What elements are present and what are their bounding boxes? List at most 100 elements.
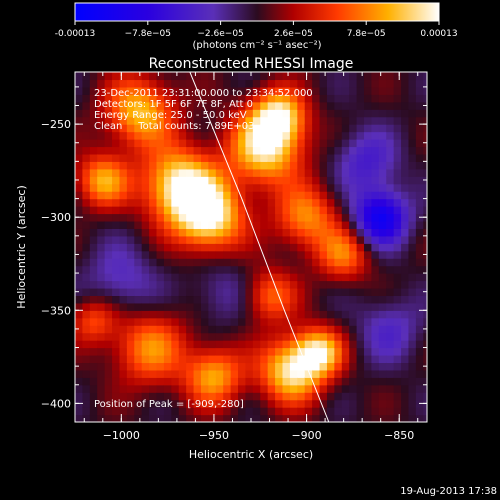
heatmap-cell — [245, 183, 254, 192]
heatmap-cell — [75, 183, 84, 192]
heatmap-cell — [386, 287, 395, 297]
heatmap-cell — [289, 161, 298, 170]
heatmap-cell — [141, 79, 150, 88]
heatmap-cell — [252, 235, 261, 244]
heatmap-cell — [267, 183, 276, 192]
heatmap-cell — [245, 206, 254, 215]
heatmap-cell — [238, 302, 247, 311]
heatmap-cell — [312, 101, 321, 110]
heatmap-cell — [289, 86, 298, 95]
heatmap-cell — [297, 228, 306, 237]
heatmap-cell — [415, 116, 424, 125]
heatmap-cell — [386, 161, 395, 170]
heatmap-cell — [171, 161, 180, 170]
heatmap-cell — [252, 72, 261, 81]
heatmap-cell — [386, 176, 395, 185]
heatmap-cell — [238, 399, 247, 408]
heatmap-cell — [89, 183, 98, 192]
heatmap-cell — [163, 369, 172, 378]
heatmap-cell — [349, 347, 358, 356]
heatmap-cell — [393, 79, 402, 88]
heatmap-cell — [312, 72, 321, 81]
heatmap-cell — [289, 392, 298, 401]
heatmap-cell — [149, 280, 158, 289]
heatmap-cell — [312, 384, 321, 393]
heatmap-cell — [126, 325, 135, 334]
heatmap-cell — [386, 198, 395, 207]
x-tick-label: −850 — [384, 429, 414, 442]
heatmap-cell — [334, 72, 343, 81]
heatmap-cell — [378, 273, 387, 282]
heatmap-cell — [319, 79, 328, 88]
heatmap-cell — [334, 94, 343, 103]
heatmap-cell — [238, 325, 247, 334]
heatmap-cell — [156, 131, 165, 140]
heatmap-cell — [386, 317, 395, 326]
heatmap-cell — [178, 168, 187, 177]
heatmap-cell — [112, 377, 121, 386]
heatmap-cell — [275, 191, 284, 200]
heatmap-cell — [89, 153, 98, 162]
heatmap-cell — [230, 362, 239, 371]
heatmap-cell — [208, 161, 217, 170]
heatmap-cell — [149, 124, 158, 133]
heatmap-cell — [75, 72, 84, 81]
heatmap-cell — [75, 131, 84, 140]
heatmap-cell — [141, 191, 150, 200]
heatmap-cell — [82, 213, 91, 222]
heatmap-cell — [156, 176, 165, 185]
heatmap-cell — [215, 317, 224, 326]
heatmap-cell — [386, 124, 395, 133]
heatmap-cell — [82, 168, 91, 177]
heatmap-cell — [112, 287, 121, 297]
heatmap-cell — [82, 146, 91, 155]
heatmap-cell — [119, 258, 128, 267]
annotation-detectors: Detectors: 1F 5F 6F 7F 8F, Att 0 — [94, 99, 253, 110]
heatmap-cell — [186, 72, 195, 81]
heatmap-cell — [408, 116, 417, 125]
heatmap-cell — [319, 206, 328, 215]
heatmap-cell — [423, 317, 427, 326]
heatmap-cell — [371, 86, 380, 95]
heatmap-cell — [364, 101, 373, 110]
heatmap-cell — [200, 347, 209, 356]
heatmap-cell — [82, 265, 91, 274]
heatmap-cell — [141, 332, 150, 341]
heatmap-cell — [238, 280, 247, 289]
heatmap-cell — [149, 213, 158, 222]
heatmap-cell — [260, 287, 269, 297]
heatmap-cell — [304, 191, 313, 200]
heatmap-cell — [304, 139, 313, 148]
heatmap-cell — [104, 228, 113, 237]
heatmap-cell — [97, 362, 106, 371]
footer-timestamp: 19-Aug-2013 17:38 — [400, 486, 497, 497]
heatmap-cell — [97, 139, 106, 148]
heatmap-cell — [119, 377, 128, 386]
heatmap-cell — [215, 213, 224, 222]
heatmap-cell — [156, 377, 165, 386]
heatmap-cell — [200, 131, 209, 140]
heatmap-cell — [364, 250, 373, 259]
heatmap-cell — [200, 183, 209, 192]
heatmap-cell — [282, 243, 291, 252]
heatmap-cell — [356, 101, 365, 110]
heatmap-cell — [119, 362, 128, 371]
heatmap-image — [75, 72, 427, 422]
heatmap-cell — [267, 101, 276, 110]
heatmap-cell — [393, 377, 402, 386]
heatmap-cell — [82, 161, 91, 170]
heatmap-cell — [371, 220, 380, 229]
heatmap-cell — [341, 258, 350, 267]
heatmap-cell — [156, 354, 165, 364]
heatmap-cell — [163, 302, 172, 311]
heatmap-cell — [208, 392, 217, 401]
heatmap-cell — [423, 377, 427, 386]
heatmap-cell — [104, 198, 113, 207]
heatmap-cell — [119, 183, 128, 192]
heatmap-cell — [386, 153, 395, 162]
heatmap-cell — [371, 146, 380, 155]
heatmap-cell — [319, 332, 328, 341]
heatmap-cell — [245, 369, 254, 378]
heatmap-cell — [156, 317, 165, 326]
heatmap-cell — [260, 191, 269, 200]
